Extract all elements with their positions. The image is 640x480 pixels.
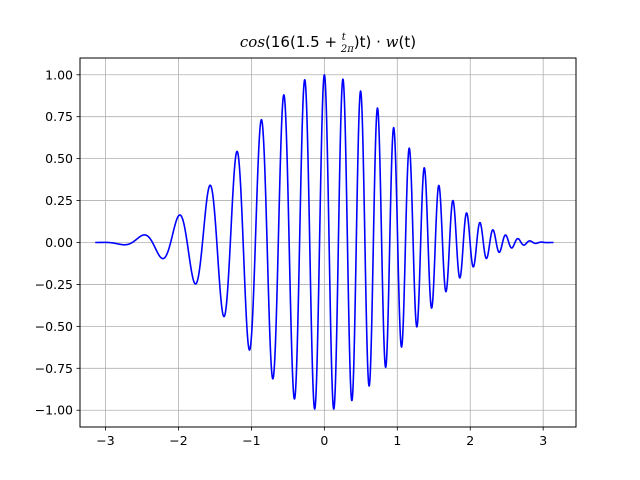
x-tick-label: 3	[539, 433, 547, 448]
y-tick-label: −0.50	[35, 319, 73, 334]
y-tick-label: −0.25	[35, 277, 73, 292]
x-axis: −3 −2 −1 0 1 2 3	[96, 427, 547, 448]
series-line	[94, 74, 554, 410]
title-frac-num: t	[342, 32, 347, 43]
line-layer	[94, 74, 554, 410]
x-tick-label: −1	[242, 433, 260, 448]
y-tick-label: 0.00	[45, 235, 73, 250]
y-tick-label: 0.75	[45, 109, 73, 124]
y-tick-label: 1.00	[45, 67, 73, 82]
y-tick-label: 0.25	[45, 193, 73, 208]
title-part2: )t) ·	[354, 33, 386, 51]
y-tick-label: −0.75	[35, 361, 73, 376]
x-tick-label: −2	[169, 433, 187, 448]
title-w: w	[386, 33, 399, 51]
title-frac-den: 2π	[340, 44, 354, 55]
y-tick-label: −1.00	[35, 403, 73, 418]
x-tick-label: 0	[320, 433, 328, 448]
title-part3: (t)	[399, 33, 417, 51]
title-part1: (16(1.5 +	[265, 33, 342, 51]
x-tick-label: 2	[466, 433, 474, 448]
x-tick-label: −3	[96, 433, 114, 448]
y-axis: −1.00 −0.75 −0.50 −0.25 0.00 0.25 0.50 0.75 1.00	[35, 67, 80, 418]
y-tick-label: 0.50	[45, 151, 73, 166]
chart-title: cos(16(1.5 + t 2π)t) · w(t)	[240, 32, 416, 55]
x-tick-label: 1	[393, 433, 401, 448]
title-cos: cos	[240, 33, 265, 51]
